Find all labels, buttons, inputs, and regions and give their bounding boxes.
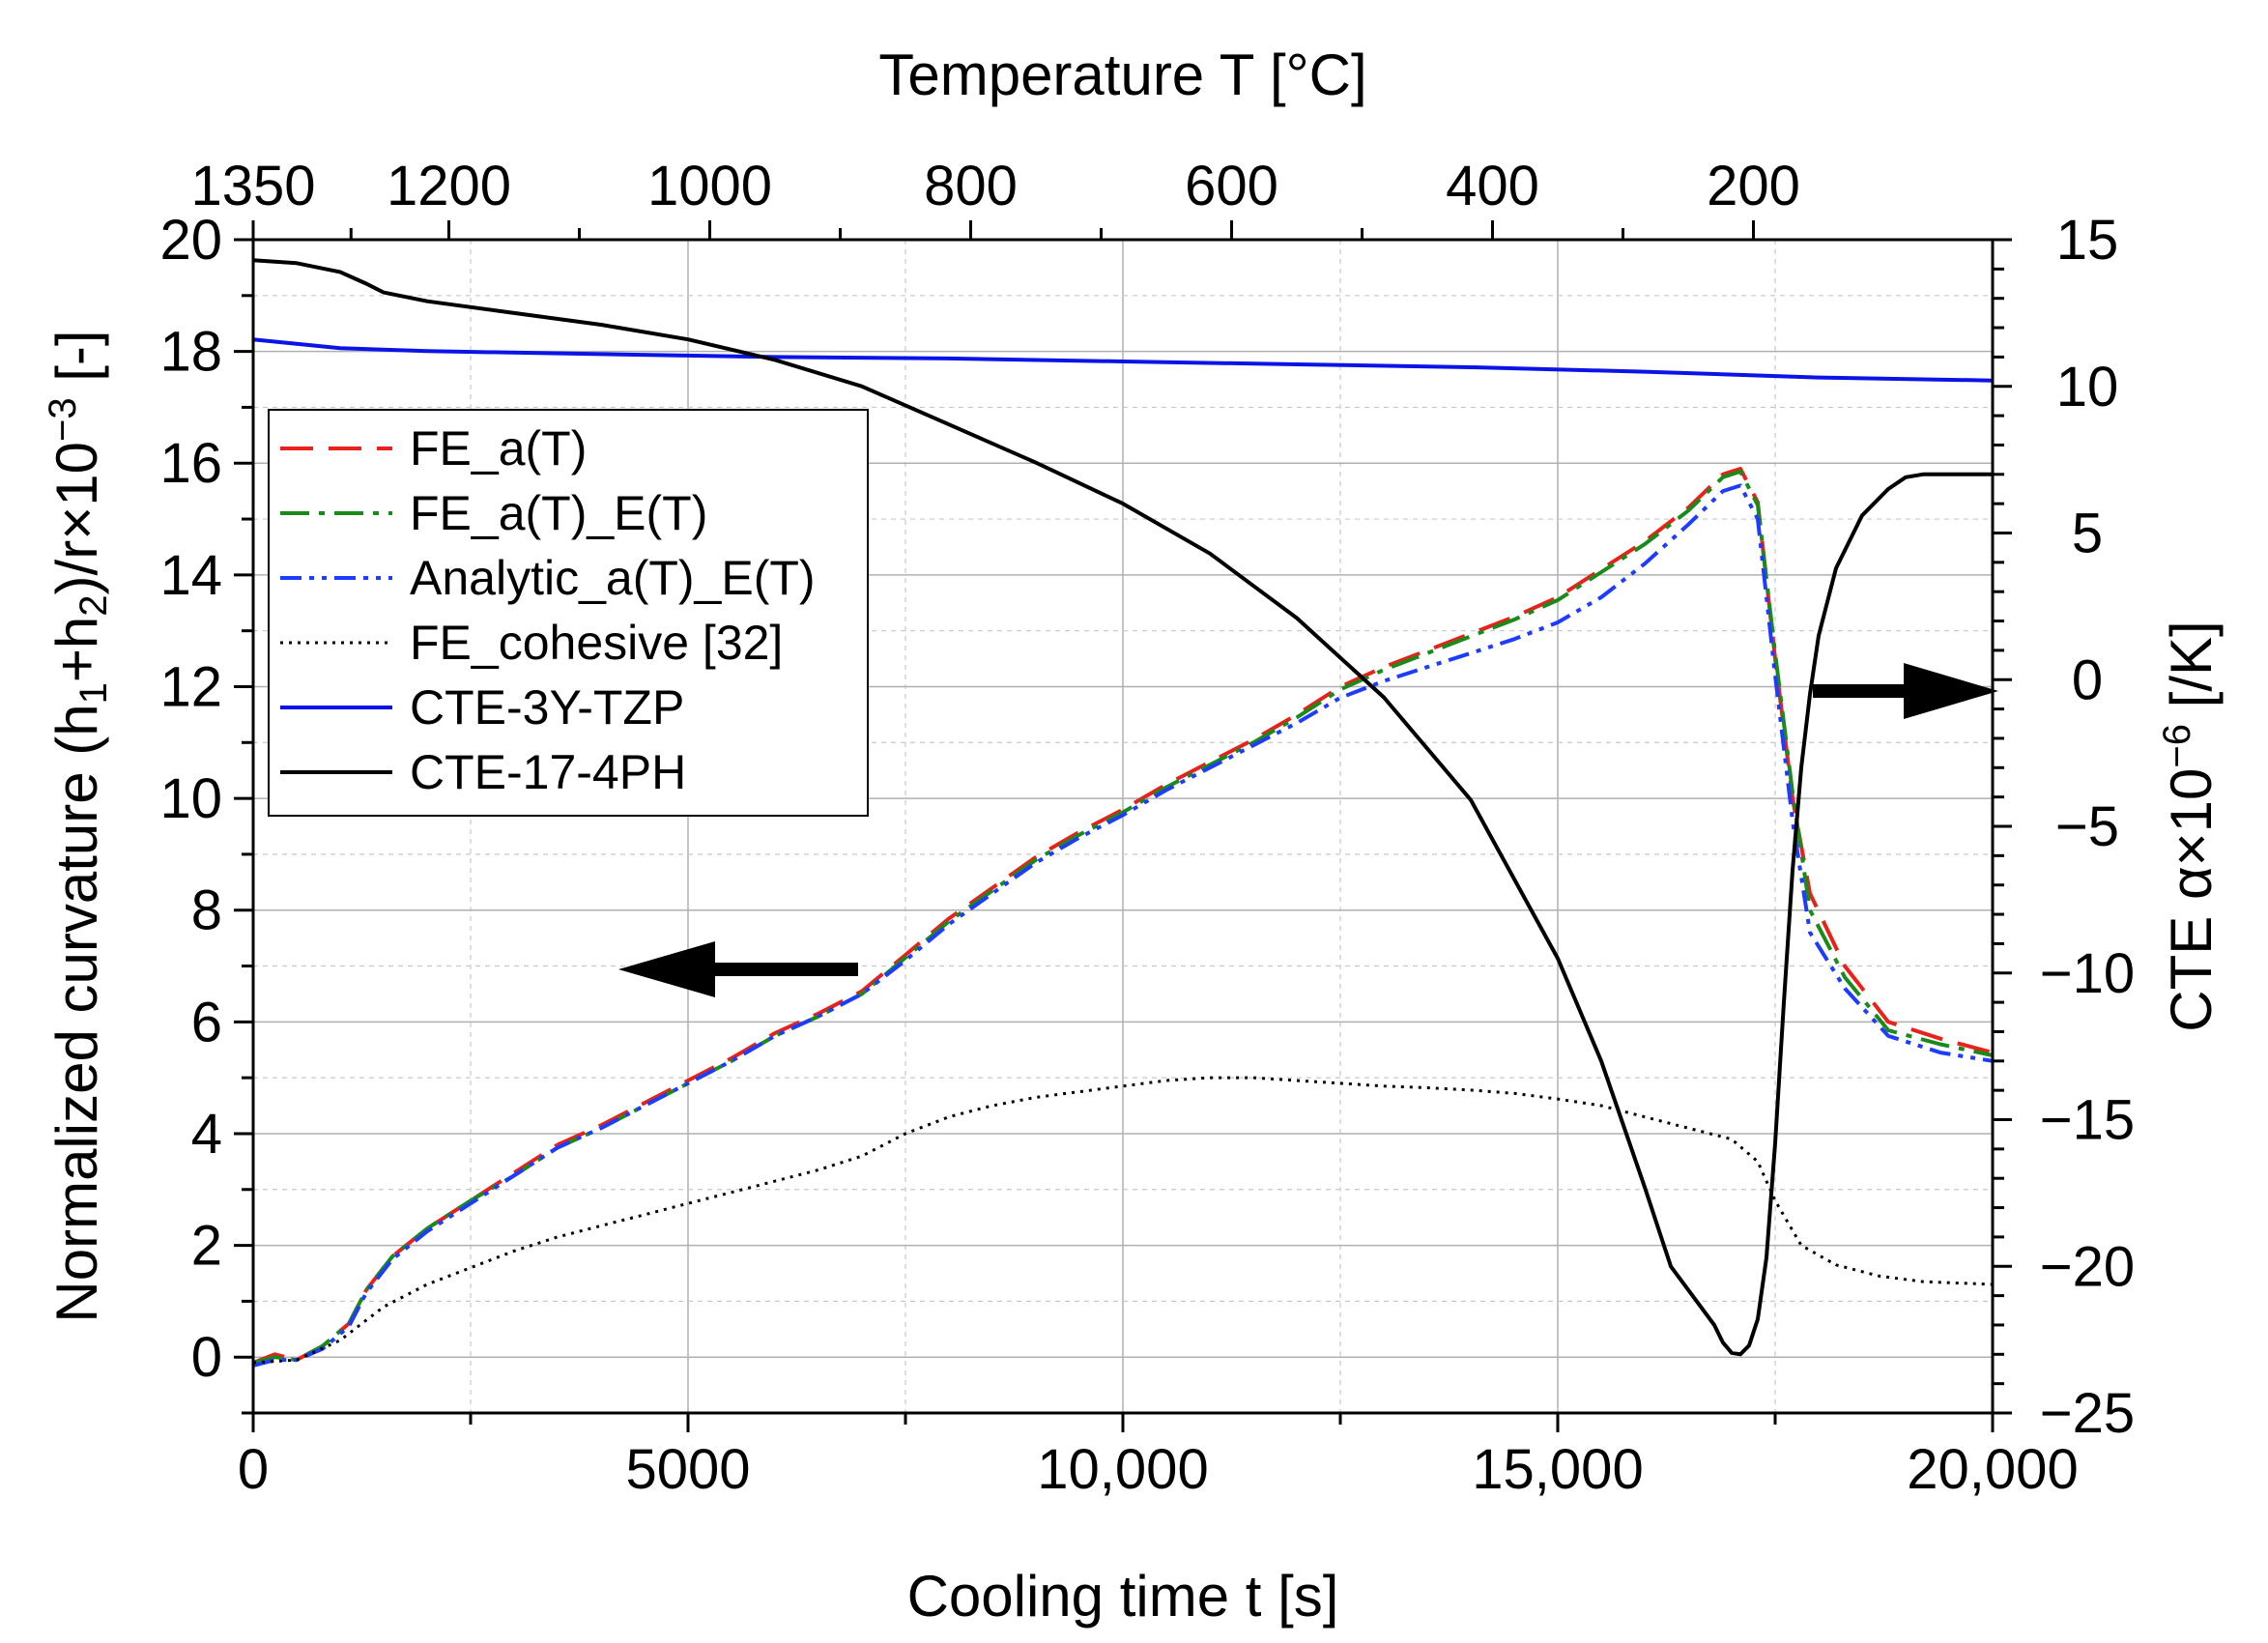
y-right-tick-label: −20 — [2040, 1235, 2135, 1298]
top-tick-label: 400 — [1446, 155, 1539, 217]
left-axis-arrow-head — [618, 941, 715, 997]
top-tick-label: 1000 — [647, 155, 772, 217]
top-axis-title: Temperature T [°C] — [878, 43, 1366, 107]
x-tick-label: 0 — [238, 1438, 269, 1501]
y-left-tick-label: 16 — [159, 432, 222, 495]
y-left-tick-label: 10 — [159, 767, 222, 830]
y-left-axis-title: Normalized curvature (h1+h2)/r×10−3 [-] — [42, 330, 115, 1322]
legend-label: FE_a(T)_E(T) — [410, 486, 707, 540]
y-right-tick-label: −10 — [2040, 942, 2135, 1005]
series-line — [252, 467, 1994, 1365]
legend-label: FE_cohesive [32] — [410, 616, 783, 670]
y-left-title-sub1: 1 — [72, 682, 115, 704]
x-axis-title: Cooling time t [s] — [907, 1564, 1339, 1629]
series-line — [252, 469, 1994, 1365]
legend-label: CTE-3Y-TZP — [410, 680, 684, 735]
series-line — [252, 258, 1993, 1357]
y-right-tick-label: 15 — [2056, 209, 2119, 272]
top-tick-label: 1200 — [387, 155, 511, 217]
legend-label: FE_a(T) — [410, 421, 587, 476]
y-right-axis-title: CTE α×10−6 [/K] — [2156, 620, 2224, 1031]
x-tick-label: 10,000 — [1037, 1438, 1208, 1501]
series-line — [252, 483, 1994, 1368]
y-left-title-sup: −3 — [42, 397, 84, 442]
y-right-tick-label: −25 — [2040, 1382, 2135, 1445]
y-left-title-part1: Normalized curvature (h — [44, 704, 109, 1322]
y-left-tick-label: 0 — [191, 1326, 222, 1389]
series-layer — [252, 258, 1994, 1368]
top-tick-label: 800 — [924, 155, 1018, 217]
y-left-title-part4: [-] — [44, 330, 109, 397]
y-left-tick-label: 14 — [159, 544, 222, 607]
y-right-tick-label: −5 — [2055, 795, 2119, 858]
y-left-tick-label: 12 — [159, 655, 222, 718]
y-left-tick-label: 8 — [191, 879, 222, 942]
y-left-title-part2: +h — [44, 617, 109, 682]
y-right-title-part1: CTE α×10 — [2159, 768, 2224, 1032]
y-left-title-part3: )/r×10 — [44, 442, 109, 594]
top-tick-label: 200 — [1707, 155, 1800, 217]
series-line — [252, 337, 1994, 383]
y-left-tick-label: 18 — [159, 321, 222, 384]
legend-label: CTE-17-4PH — [410, 745, 686, 799]
y-right-title-part2: [/K] — [2159, 620, 2224, 724]
legend-label: Analytic_a(T)_E(T) — [410, 551, 816, 605]
right-axis-arrow-head — [1904, 663, 1998, 719]
y-right-tick-label: −15 — [2040, 1089, 2135, 1152]
y-left-tick-label: 2 — [191, 1215, 222, 1278]
left-axis-arrow — [618, 941, 858, 997]
x-tick-label: 15,000 — [1472, 1438, 1643, 1501]
y-left-title-sub2: 2 — [72, 594, 115, 616]
y-right-tick-label: 0 — [2072, 649, 2103, 711]
y-left-tick-label: 4 — [191, 1103, 222, 1166]
top-tick-label: 1350 — [190, 155, 315, 217]
right-axis-arrow — [1813, 663, 1998, 719]
legend-box — [268, 409, 869, 817]
x-tick-label: 20,000 — [1907, 1438, 2078, 1501]
y-right-title-sup: −6 — [2156, 724, 2198, 768]
legend: FE_a(T) FE_a(T)_E(T) Analytic_a(T)_E(T) FE_… — [268, 409, 869, 817]
top-tick-label: 600 — [1185, 155, 1278, 217]
y-left-tick-label: 20 — [159, 209, 222, 272]
y-right-tick-label: 5 — [2072, 503, 2103, 565]
y-right-tick-label: 10 — [2056, 356, 2119, 418]
y-left-tick-label: 6 — [191, 991, 222, 1053]
x-tick-label: 5000 — [625, 1438, 750, 1501]
